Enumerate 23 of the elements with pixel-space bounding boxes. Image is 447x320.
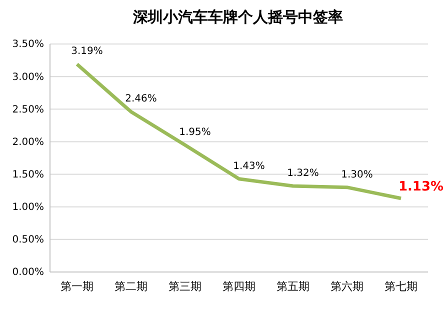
text: 1.32%: [287, 168, 319, 180]
text: 3.19%: [71, 46, 103, 58]
y-tick-label: 3.50%: [12, 39, 44, 50]
y-tick-label: 1.50%: [12, 169, 44, 180]
y-tick-label: 0.50%: [12, 234, 44, 246]
text: 2.46%: [125, 94, 157, 105]
annotation: 1.13%: [398, 179, 444, 194]
x-tick-label: 第四期: [222, 280, 256, 293]
x-tick-label: 第一期: [60, 280, 94, 293]
x-tick-label: 第七期: [384, 280, 418, 293]
y-tick-label: 0.00%: [12, 267, 44, 278]
y-tick-label: 2.50%: [12, 104, 44, 116]
x-tick-label: 第五期: [276, 280, 310, 293]
x-tick-label: 第六期: [330, 280, 364, 293]
y-tick-label: 3.00%: [12, 72, 44, 83]
text: 1.43%: [233, 160, 265, 172]
text: 1.30%: [341, 169, 373, 180]
x-tick-label: 第二期: [114, 280, 148, 293]
y-tick-label: 1.00%: [12, 202, 44, 214]
text: 1.95%: [179, 126, 211, 138]
y-tick-label: 2.00%: [12, 136, 44, 148]
chart-title: 深圳小汽车车牌个人摇号中签率: [132, 8, 343, 26]
x-tick-label: 第三期: [168, 280, 202, 293]
